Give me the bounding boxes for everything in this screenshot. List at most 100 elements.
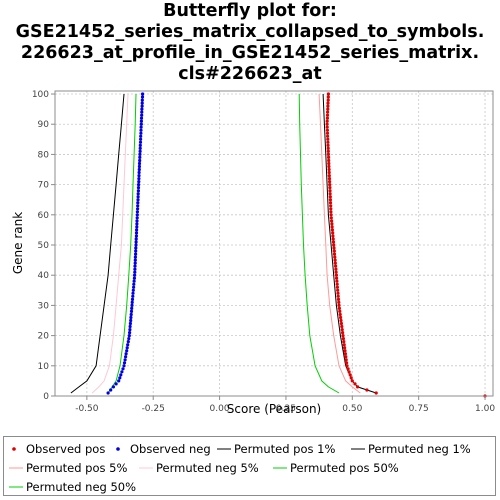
legend-label: Permuted neg 5% xyxy=(156,461,259,475)
data-point xyxy=(336,288,340,292)
data-point xyxy=(138,152,142,156)
data-point xyxy=(328,180,332,184)
y-tick-label: 20 xyxy=(38,332,50,342)
data-point xyxy=(140,98,144,102)
data-point xyxy=(334,270,338,274)
data-point xyxy=(353,382,357,386)
data-point xyxy=(325,113,330,117)
data-point xyxy=(365,388,369,392)
legend-line-icon xyxy=(217,448,231,450)
y-tick-label: 70 xyxy=(38,181,50,191)
data-point xyxy=(109,388,113,392)
data-point xyxy=(336,291,340,295)
data-point xyxy=(139,128,143,132)
legend-marker xyxy=(12,447,16,451)
data-point xyxy=(342,343,346,347)
series-line xyxy=(318,93,361,394)
data-point xyxy=(130,303,134,307)
data-point xyxy=(131,291,135,295)
data-point xyxy=(124,352,128,356)
data-point xyxy=(140,110,144,114)
y-axis: 0 10 20 30 40 50 60 70 80 90 100 xyxy=(32,90,55,402)
data-point xyxy=(136,198,140,202)
data-point xyxy=(140,113,144,117)
data-point xyxy=(137,183,141,187)
data-point xyxy=(138,146,142,150)
data-point xyxy=(330,222,334,226)
x-tick-label: 0.25 xyxy=(276,404,296,414)
data-point xyxy=(137,161,142,166)
data-point xyxy=(124,355,128,359)
x-tick-label: 1.00 xyxy=(475,404,495,414)
data-point xyxy=(327,155,331,159)
data-point xyxy=(328,189,332,193)
data-point xyxy=(326,104,330,108)
data-point xyxy=(335,282,339,286)
data-point xyxy=(328,186,332,190)
data-point xyxy=(139,125,143,129)
data-point xyxy=(345,364,349,368)
y-tick-label: 0 xyxy=(43,392,49,402)
data-point xyxy=(325,119,329,123)
data-point xyxy=(326,95,330,99)
data-point xyxy=(346,367,350,371)
data-point xyxy=(325,116,329,120)
legend-line-icon xyxy=(351,448,365,450)
data-point xyxy=(128,331,132,335)
data-point xyxy=(340,324,344,329)
data-point xyxy=(135,228,139,232)
data-point xyxy=(137,177,141,181)
data-point xyxy=(329,204,333,208)
legend-label: Permuted neg 50% xyxy=(26,480,137,494)
data-point xyxy=(328,201,333,205)
data-point xyxy=(328,195,332,199)
data-point xyxy=(137,164,141,169)
legend-marker-icon xyxy=(12,447,16,451)
data-point xyxy=(343,346,347,350)
data-point xyxy=(106,391,110,395)
data-point xyxy=(139,137,143,141)
data-point xyxy=(141,92,145,96)
data-point xyxy=(343,352,347,356)
data-point xyxy=(137,174,141,178)
data-point xyxy=(344,358,348,362)
legend-line-icon xyxy=(9,486,23,488)
data-point xyxy=(139,122,143,126)
data-point xyxy=(333,255,337,259)
data-point xyxy=(327,167,331,172)
data-point xyxy=(136,207,140,211)
data-point xyxy=(326,140,330,144)
data-point xyxy=(135,222,139,226)
chart-title-line: cls#226623_at xyxy=(178,64,322,84)
data-point xyxy=(341,334,345,338)
legend: Observed pos Observed neg Permuted pos 1% P… xyxy=(3,436,496,496)
data-point xyxy=(138,149,142,153)
data-point xyxy=(114,382,118,386)
data-point xyxy=(341,337,345,341)
data-point xyxy=(343,349,347,353)
data-point xyxy=(345,361,349,365)
data-point xyxy=(129,318,133,323)
data-point xyxy=(326,152,330,156)
data-point xyxy=(126,343,130,347)
data-point xyxy=(326,137,330,141)
legend-label: Permuted pos 5% xyxy=(26,461,128,475)
data-point xyxy=(327,174,331,178)
y-tick-label: 40 xyxy=(38,271,50,281)
data-point xyxy=(132,276,136,280)
legend-label: Permuted pos 50% xyxy=(290,461,399,475)
data-point xyxy=(133,270,137,274)
data-point xyxy=(136,189,140,193)
data-point xyxy=(332,246,336,250)
data-point xyxy=(129,309,134,313)
data-point xyxy=(326,110,330,114)
data-point xyxy=(337,306,341,310)
data-point xyxy=(350,379,354,383)
legend-marker xyxy=(116,447,120,451)
data-point xyxy=(130,300,134,304)
data-point xyxy=(138,155,142,159)
data-point xyxy=(134,231,139,235)
data-point xyxy=(117,379,121,383)
data-point xyxy=(136,204,140,208)
data-point xyxy=(138,140,143,144)
